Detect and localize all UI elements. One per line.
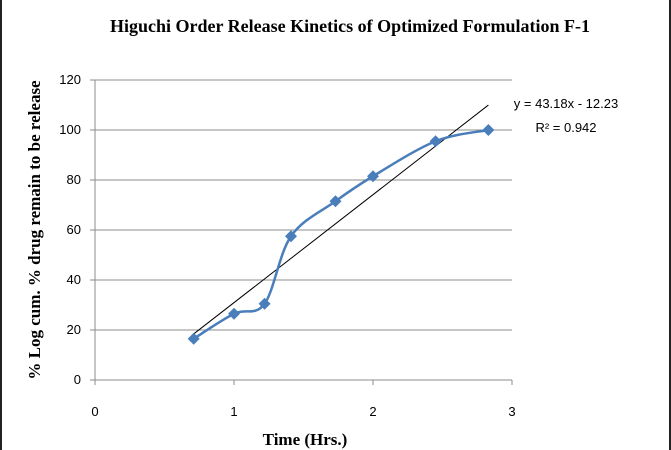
y-tick-label-1: 20 (67, 322, 81, 337)
x-tick-label-2: 2 (369, 404, 376, 419)
x-tick-label-0: 0 (91, 404, 98, 419)
y-tick-label-6: 120 (59, 72, 81, 87)
data-point-4 (329, 195, 342, 208)
data-point-0 (187, 332, 200, 345)
data-point-6 (429, 135, 442, 148)
y-tick-label-3: 60 (67, 222, 81, 237)
data-point-3 (284, 230, 297, 243)
x-tick-label-3: 3 (508, 404, 515, 419)
trendline-r2: R² = 0.942 (535, 120, 596, 135)
y-tick-label-2: 40 (67, 272, 81, 287)
tick-labels: 0 20 40 60 80 100 120 0 1 2 3 (59, 72, 515, 419)
grid (95, 79, 512, 331)
data-point-7 (482, 124, 495, 136)
x-axis-title: Time (Hrs.) (263, 430, 348, 449)
series-group (187, 124, 495, 345)
chart-title: Higuchi Order Release Kinetics of Optimi… (110, 16, 590, 36)
left-border (0, 0, 2, 450)
data-point-1 (228, 307, 240, 320)
y-tick-label-5: 100 (59, 122, 81, 137)
y-tick-label-4: 80 (67, 172, 81, 187)
data-point-5 (367, 170, 379, 183)
axes (90, 79, 513, 385)
y-axis-title: % Log cum. % drug remain to be release (25, 80, 44, 380)
right-border (669, 0, 671, 450)
series-line-0 (193, 128, 489, 340)
trendline-equation: y = 43.18x - 12.23 (514, 96, 618, 111)
x-tick-label-1: 1 (230, 404, 237, 419)
data-point-2 (258, 297, 271, 310)
y-tick-label-0: 0 (74, 372, 81, 387)
